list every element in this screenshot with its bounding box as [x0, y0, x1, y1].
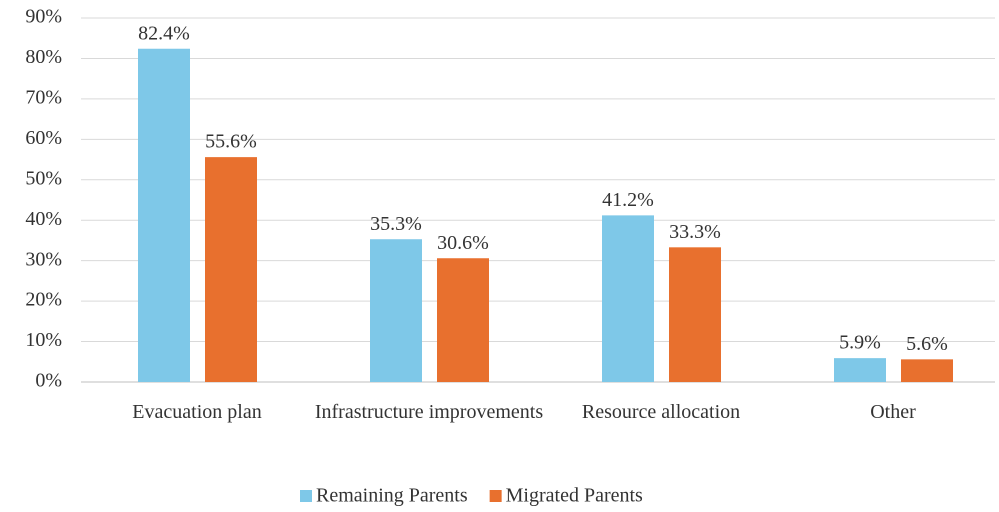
data-label: 5.6%	[906, 333, 948, 355]
y-tick-label: 50%	[25, 167, 62, 189]
bar	[901, 359, 953, 382]
bar	[138, 48, 190, 382]
bar	[205, 157, 257, 382]
legend-label: Remaining Parents	[316, 485, 468, 507]
y-tick-label: 30%	[25, 248, 62, 270]
x-tick-label: Other	[870, 401, 916, 423]
data-label: 35.3%	[370, 213, 422, 235]
data-label: 33.3%	[669, 221, 721, 243]
y-tick-label: 0%	[35, 370, 62, 392]
data-label: 41.2%	[602, 189, 654, 211]
y-tick-label: 90%	[25, 6, 62, 28]
data-label: 30.6%	[437, 232, 489, 254]
legend-label: Migrated Parents	[506, 485, 643, 507]
bar	[834, 358, 886, 382]
y-tick-label: 40%	[25, 208, 62, 230]
x-tick-label: Resource allocation	[581, 401, 741, 423]
legend-swatch	[300, 490, 312, 502]
data-label: 55.6%	[205, 131, 257, 153]
data-label: 82.4%	[138, 22, 190, 44]
bar	[370, 239, 422, 382]
y-tick-label: 10%	[25, 329, 62, 351]
y-tick-label: 60%	[25, 127, 62, 149]
bar	[437, 258, 489, 382]
x-tick-label: Evacuation plan	[132, 401, 262, 423]
legend-swatch	[489, 490, 502, 502]
bar	[602, 215, 654, 382]
y-tick-label: 80%	[25, 46, 62, 68]
y-tick-label: 20%	[25, 289, 62, 311]
x-tick-label: Infrastructure improvements	[314, 401, 544, 423]
data-label: 5.9%	[839, 332, 881, 354]
bar	[669, 247, 721, 382]
y-tick-label: 70%	[25, 86, 62, 108]
